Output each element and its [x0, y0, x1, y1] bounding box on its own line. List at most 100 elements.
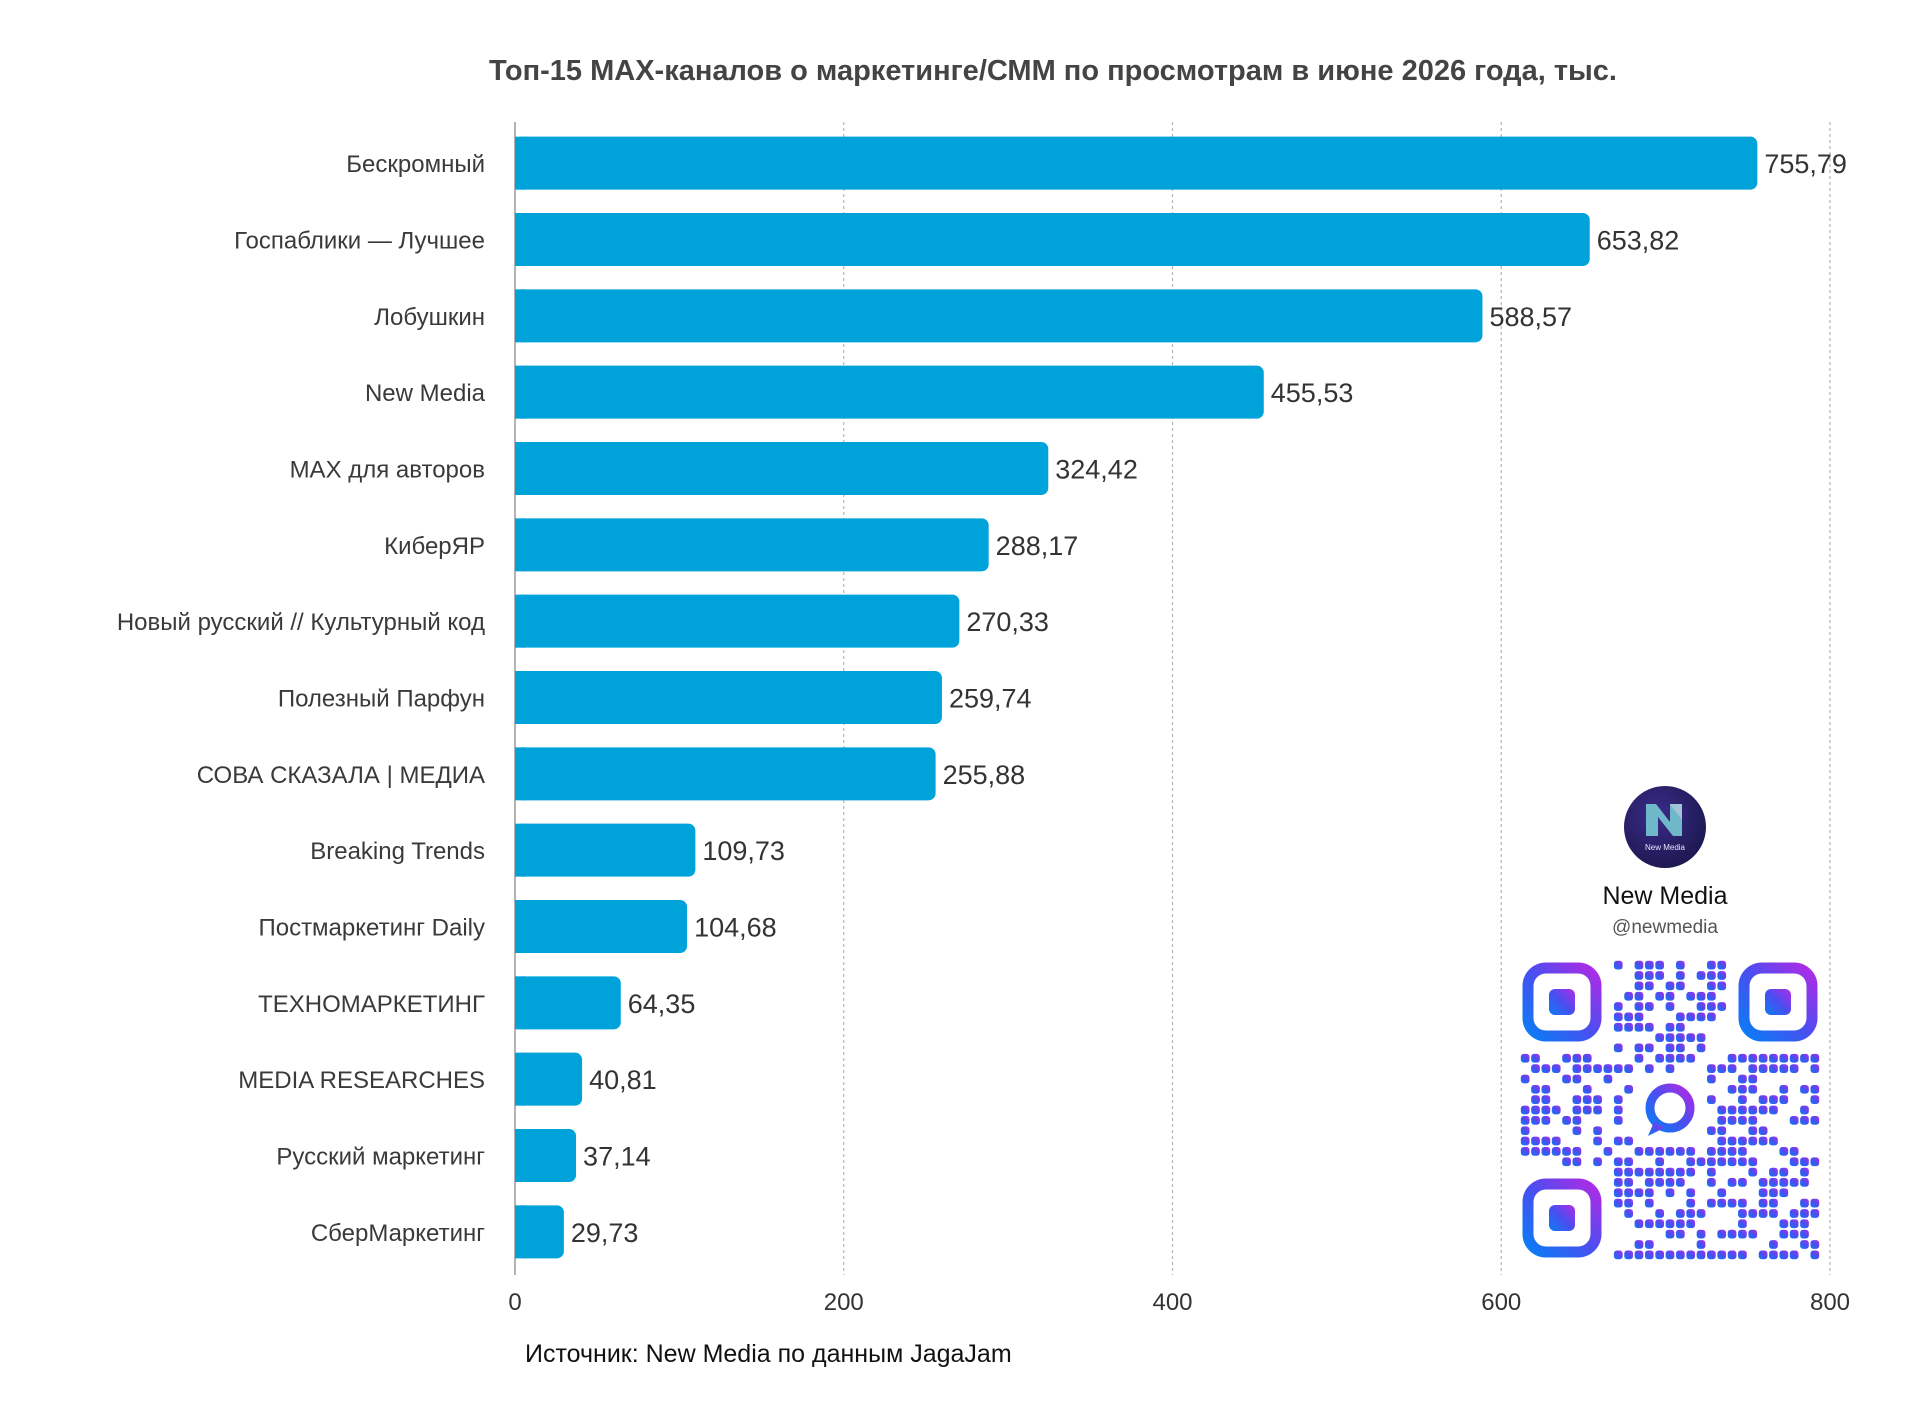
qr-module — [1748, 1115, 1758, 1125]
qr-module — [1779, 1229, 1789, 1239]
qr-module — [1738, 1198, 1747, 1208]
qr-module — [1789, 1147, 1799, 1156]
qr-module — [1634, 1022, 1644, 1032]
bar[interactable] — [515, 976, 621, 1030]
qr-module — [1644, 1064, 1654, 1073]
qr-module — [1634, 981, 1644, 991]
qr-module — [1727, 1115, 1737, 1125]
qr-module — [1758, 1126, 1768, 1136]
qr-module — [1551, 1147, 1561, 1156]
qr-code-icon[interactable] — [1520, 960, 1820, 1260]
source-note: Источник: New Media по данным JagaJam — [525, 1340, 1012, 1368]
qr-module — [1665, 1033, 1675, 1042]
qr-module — [1789, 1229, 1799, 1239]
qr-module — [1531, 1115, 1540, 1125]
value-label: 755,79 — [1764, 149, 1847, 179]
bar[interactable] — [515, 1129, 577, 1182]
qr-module — [1655, 960, 1665, 970]
qr-module — [1696, 1012, 1706, 1022]
bar[interactable] — [515, 1205, 564, 1259]
qr-module — [1800, 1240, 1809, 1249]
qr-module — [1789, 1219, 1799, 1229]
value-label: 455,53 — [1271, 378, 1354, 408]
bar-base — [515, 289, 525, 343]
qr-module — [1562, 1147, 1571, 1156]
qr-module — [1572, 1157, 1582, 1167]
qr-module — [1572, 1115, 1582, 1125]
bar[interactable] — [515, 823, 696, 877]
qr-module — [1769, 1095, 1778, 1105]
qr-module — [1727, 1250, 1737, 1260]
category-label: ТЕХНОМАРКЕТИНГ — [258, 991, 485, 1018]
qr-module — [1582, 1095, 1592, 1105]
qr-module — [1675, 1033, 1685, 1042]
x-tick-label: 400 — [1152, 1289, 1192, 1316]
qr-module — [1717, 1115, 1727, 1125]
brand-handle[interactable]: @newmedia — [1612, 917, 1718, 938]
qr-module — [1769, 1167, 1778, 1177]
qr-module — [1748, 1167, 1758, 1177]
qr-module — [1520, 1136, 1530, 1146]
qr-module — [1727, 1136, 1737, 1146]
qr-module — [1810, 1198, 1820, 1208]
chart-title: Топ-15 MAX-каналов о маркетинге/СММ по п… — [489, 55, 1617, 87]
qr-module — [1665, 981, 1675, 991]
bar[interactable] — [515, 594, 960, 648]
qr-module — [1624, 1157, 1633, 1167]
qr-module — [1707, 1178, 1716, 1187]
qr-module — [1655, 1033, 1665, 1042]
qr-module — [1613, 1167, 1623, 1177]
bar[interactable] — [515, 900, 688, 953]
qr-module — [1675, 1209, 1685, 1218]
qr-module — [1603, 1147, 1613, 1156]
qr-module — [1707, 1126, 1716, 1136]
qr-module — [1624, 1178, 1633, 1187]
qr-module — [1696, 1157, 1706, 1167]
qr-module — [1675, 1012, 1685, 1022]
qr-module — [1644, 1167, 1654, 1177]
qr-module — [1686, 1033, 1696, 1042]
bar[interactable] — [515, 289, 1483, 343]
qr-module — [1810, 1053, 1820, 1063]
qr-module — [1634, 960, 1644, 970]
qr-module — [1727, 1147, 1737, 1156]
qr-module — [1593, 1064, 1602, 1073]
qr-module — [1738, 1105, 1747, 1115]
bar[interactable] — [515, 136, 1758, 190]
qr-module — [1686, 1198, 1696, 1208]
qr-module — [1665, 1043, 1675, 1053]
qr-module — [1779, 1147, 1789, 1156]
bar[interactable] — [515, 1052, 583, 1106]
category-label: Breaking Trends — [310, 838, 485, 865]
qr-module — [1613, 1136, 1623, 1146]
qr-module — [1665, 1250, 1675, 1260]
qr-module — [1541, 1105, 1551, 1115]
bar[interactable] — [515, 671, 942, 724]
x-tick-label: 0 — [508, 1289, 521, 1316]
bar[interactable] — [515, 442, 1049, 495]
qr-module — [1665, 1178, 1675, 1187]
qr-module — [1644, 1043, 1654, 1053]
qr-module — [1531, 1084, 1540, 1094]
bar[interactable] — [515, 365, 1264, 419]
qr-module — [1686, 1157, 1696, 1167]
qr-module — [1696, 971, 1706, 980]
qr-module — [1800, 1157, 1809, 1167]
qr-module — [1644, 1250, 1654, 1260]
qr-module — [1769, 1178, 1778, 1187]
qr-module — [1779, 1095, 1789, 1105]
qr-module — [1665, 1064, 1675, 1073]
qr-module — [1727, 1157, 1737, 1167]
bar[interactable] — [515, 518, 989, 572]
qr-module — [1789, 1115, 1799, 1125]
qr-module — [1644, 1147, 1654, 1156]
qr-module — [1800, 1167, 1809, 1177]
bar[interactable] — [515, 213, 1590, 266]
qr-module — [1520, 1147, 1530, 1156]
qr-module — [1707, 1012, 1716, 1022]
qr-module — [1779, 1053, 1789, 1063]
qr-module — [1613, 960, 1623, 970]
bar-base — [515, 365, 525, 419]
bar[interactable] — [515, 747, 936, 801]
qr-module — [1707, 981, 1716, 991]
